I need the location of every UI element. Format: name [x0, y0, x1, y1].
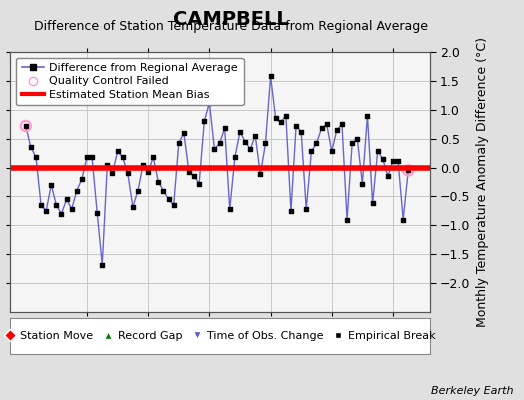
- Point: [72, 188, 81, 194]
- Point: [174, 140, 183, 146]
- Point: [277, 119, 285, 126]
- Text: Berkeley Earth: Berkeley Earth: [431, 386, 514, 396]
- Point: [215, 140, 224, 146]
- Point: [88, 154, 96, 160]
- Point: [190, 173, 198, 180]
- Point: [378, 156, 387, 162]
- Point: [358, 180, 367, 187]
- Point: [384, 173, 392, 180]
- Point: [266, 73, 275, 80]
- Point: [144, 169, 152, 175]
- Point: [169, 202, 178, 208]
- Point: [389, 158, 397, 164]
- Point: [42, 208, 50, 214]
- Point: [37, 202, 45, 208]
- Point: [312, 140, 321, 146]
- Point: [93, 210, 101, 216]
- Point: [261, 140, 270, 146]
- Legend: Difference from Regional Average, Quality Control Failed, Estimated Station Mean: Difference from Regional Average, Qualit…: [16, 58, 244, 105]
- Point: [27, 144, 35, 150]
- Point: [322, 121, 331, 128]
- Point: [251, 132, 259, 139]
- Point: [394, 158, 402, 164]
- Y-axis label: Monthly Temperature Anomaly Difference (°C): Monthly Temperature Anomaly Difference (…: [476, 37, 489, 327]
- Point: [271, 115, 280, 122]
- Point: [62, 196, 71, 202]
- Point: [210, 146, 219, 152]
- Point: [338, 121, 346, 128]
- Text: CAMPBELL: CAMPBELL: [173, 10, 288, 29]
- Point: [297, 128, 305, 135]
- Point: [353, 136, 362, 142]
- Point: [108, 170, 117, 176]
- Point: [318, 125, 326, 132]
- Point: [221, 125, 229, 132]
- Point: [404, 167, 412, 174]
- Point: [205, 100, 214, 106]
- Point: [57, 210, 66, 217]
- Point: [404, 167, 412, 174]
- Point: [363, 112, 372, 119]
- Point: [282, 112, 290, 119]
- Point: [78, 176, 86, 182]
- Point: [241, 138, 249, 145]
- Point: [225, 206, 234, 212]
- Point: [118, 154, 127, 160]
- Point: [139, 162, 147, 168]
- Point: [287, 208, 295, 214]
- Point: [129, 204, 137, 210]
- Point: [328, 148, 336, 154]
- Point: [307, 148, 315, 154]
- Point: [47, 182, 56, 188]
- Point: [103, 162, 112, 168]
- Point: [231, 154, 239, 160]
- Point: [32, 154, 40, 160]
- Legend: Station Move, Record Gap, Time of Obs. Change, Empirical Break: Station Move, Record Gap, Time of Obs. C…: [1, 326, 440, 346]
- Point: [302, 206, 310, 212]
- Point: [134, 188, 142, 194]
- Point: [83, 154, 91, 160]
- Point: [21, 123, 30, 129]
- Point: [374, 148, 382, 154]
- Point: [399, 216, 407, 223]
- Point: [149, 154, 157, 160]
- Point: [200, 118, 209, 124]
- Point: [333, 127, 341, 133]
- Point: [236, 128, 244, 135]
- Point: [368, 200, 377, 206]
- Point: [159, 188, 168, 194]
- Point: [195, 180, 203, 187]
- Point: [154, 179, 162, 185]
- Point: [180, 130, 188, 136]
- Point: [52, 202, 61, 208]
- Point: [343, 216, 351, 223]
- Point: [348, 140, 356, 146]
- Point: [256, 171, 265, 178]
- Point: [68, 206, 76, 212]
- Point: [185, 169, 193, 175]
- Point: [113, 148, 122, 154]
- Point: [98, 262, 106, 268]
- Point: [165, 196, 173, 202]
- Point: [21, 123, 30, 129]
- Text: Difference of Station Temperature Data from Regional Average: Difference of Station Temperature Data f…: [34, 20, 428, 33]
- Point: [246, 146, 254, 152]
- Point: [292, 123, 300, 129]
- Point: [124, 170, 132, 176]
